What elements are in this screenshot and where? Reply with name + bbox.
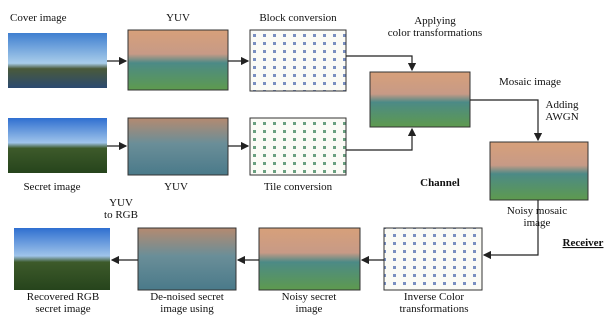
label-line: YUV	[109, 197, 133, 209]
label-line: secret image	[35, 303, 90, 315]
images	[8, 30, 588, 290]
label-line: Block conversion	[259, 12, 337, 24]
inverse-img	[384, 228, 482, 290]
label-line: Cover image	[10, 12, 67, 24]
label-line: Channel	[420, 177, 460, 189]
label: YUV	[166, 12, 190, 24]
label: Tile conversion	[264, 181, 333, 193]
label-line: image using	[160, 303, 214, 315]
label: Channel	[420, 177, 460, 189]
label-line: Tile conversion	[264, 181, 333, 193]
label: Receiver	[563, 237, 604, 249]
label-line: Mosaic image	[499, 76, 561, 88]
label-line: Noisy mosaic	[507, 205, 567, 217]
label-line: color transformations	[388, 27, 482, 39]
label-line: YUV	[166, 12, 190, 24]
label: Cover image	[10, 12, 67, 24]
label-line: AWGN	[545, 111, 578, 123]
block-img	[250, 30, 346, 91]
label-line: Secret image	[23, 181, 80, 193]
label-line: De-noised secret	[150, 291, 224, 303]
label-line: Adding	[546, 99, 580, 111]
yuv-secret-img	[128, 118, 228, 175]
label-line: image	[524, 217, 551, 229]
label-line: Inverse Color	[404, 291, 465, 303]
label-line: Applying	[414, 15, 456, 27]
label-line: Recovered RGB	[27, 291, 99, 303]
cover-img	[8, 33, 107, 88]
recovered-img	[14, 228, 110, 290]
label-line: Receiver	[563, 237, 604, 249]
label: YUV	[164, 181, 188, 193]
label: Secret image	[23, 181, 80, 193]
yuv-img	[128, 30, 228, 90]
label-line: to RGB	[104, 209, 138, 221]
label: Mosaic image	[499, 76, 561, 88]
label: Block conversion	[259, 12, 337, 24]
tile-img	[250, 118, 346, 175]
mosaic-img	[370, 72, 470, 127]
label-line: Noisy secret	[282, 291, 337, 303]
secret-img	[8, 118, 107, 173]
noisy-mosaic-img	[490, 142, 588, 200]
diagram: Cover image YUV Block conversion Applyin…	[0, 0, 609, 322]
label-line: YUV	[164, 181, 188, 193]
label-line: image	[296, 303, 323, 315]
label-line: transformations	[399, 303, 468, 315]
noisy-secret-img	[259, 228, 360, 290]
denoised-img	[138, 228, 236, 290]
